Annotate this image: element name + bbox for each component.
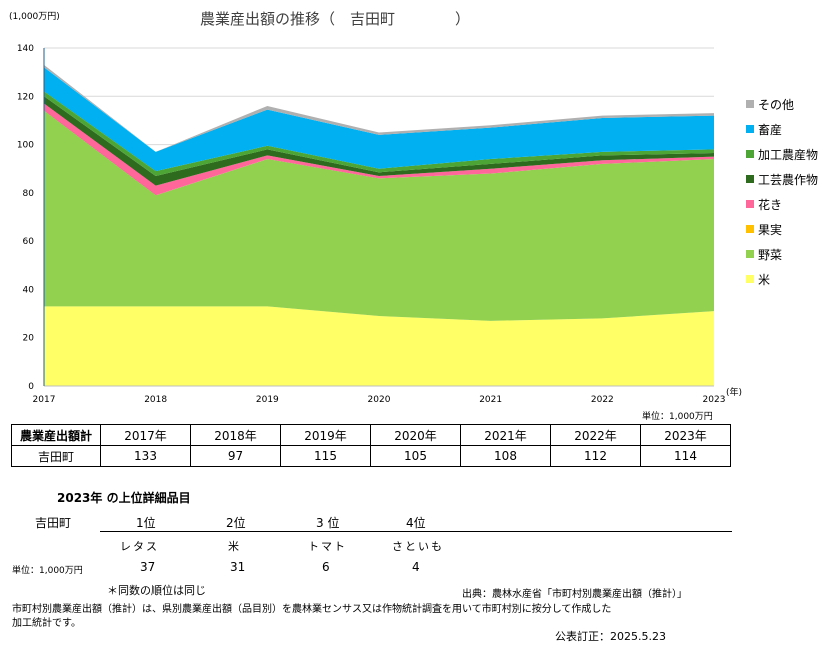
- year-header: 2018年: [190, 424, 281, 446]
- year-header: 2021年: [460, 424, 551, 446]
- description-line: 市町村別農業産出額（推計）は、県別農業産出額（品目別）を農林業センサス又は作物統…: [12, 604, 612, 615]
- legend-item: 畜産: [746, 123, 782, 137]
- year-header: 2017年: [100, 424, 191, 446]
- area-series-花き: [44, 103, 714, 196]
- same-rank-note: ＊同数の順位は同じ: [107, 584, 206, 597]
- rank-item: さといも: [392, 540, 444, 553]
- legend-item: その他: [746, 98, 794, 112]
- rank-label: 2位: [226, 516, 246, 530]
- x-tick-label: 2017: [33, 395, 56, 405]
- totals-value-row: 吉田町 133 97 115 105 108 112 114: [11, 445, 731, 467]
- totals-header-row: 農業産出額計 2017年 2018年 2019年 2020年 2021年 202…: [11, 424, 731, 446]
- y-tick-label: 60: [23, 237, 35, 247]
- legend-item: 果実: [746, 223, 782, 237]
- rank-label: 3 位: [316, 516, 340, 530]
- area-series-畜産: [44, 67, 714, 172]
- legend-label: 米: [758, 273, 771, 287]
- legend-swatch: [746, 150, 754, 158]
- ranking-divider: [100, 531, 732, 532]
- ranking-town: 吉田町: [35, 516, 72, 530]
- total-value: 112: [550, 445, 641, 467]
- legend-item: 花き: [746, 198, 782, 212]
- stacked-area-chart: 0 20 40 60 80 100 120 140 2017 2018 2019 2020 2021 20…: [9, 10, 742, 405]
- revision-note: 公表訂正：2025.5.23: [555, 630, 666, 643]
- legend-item: 工芸農作物: [746, 173, 818, 187]
- rank-label: 1位: [136, 516, 156, 530]
- axes: 0 20 40 60 80 100 120 140 2017 2018 2019 2020 2021 20…: [17, 44, 726, 405]
- year-header: 2023年: [640, 424, 731, 446]
- source-note: 出典：農林水産省「市町村別農業産出額（推計）」: [462, 589, 687, 600]
- area-series-工芸農作物: [44, 96, 714, 186]
- y-tick-label: 80: [23, 189, 35, 199]
- legend-label: 加工農産物: [758, 148, 819, 162]
- x-tick-label: 2018: [144, 395, 167, 405]
- total-value: 108: [460, 445, 551, 467]
- x-tick-label: 2019: [256, 395, 279, 405]
- area-series: [44, 64, 714, 386]
- y-tick-label: 0: [28, 382, 34, 392]
- totals-row-label: 吉田町: [11, 445, 101, 467]
- x-tick-label: 2023: [703, 395, 726, 405]
- x-tick-label: 2022: [591, 395, 614, 405]
- legend-item: 加工農産物: [746, 148, 818, 162]
- ranking-unit: 単位：1,000万円: [12, 566, 83, 576]
- x-tick-label: 2020: [368, 395, 391, 405]
- totals-table: 農業産出額計 2017年 2018年 2019年 2020年 2021年 202…: [11, 424, 731, 467]
- totals-unit-note: 単位：1,000万円: [642, 412, 713, 422]
- area-series-野菜: [44, 110, 714, 321]
- year-header: 2022年: [550, 424, 641, 446]
- rank-item: トマト: [308, 540, 347, 553]
- legend-label: 花き: [758, 198, 783, 212]
- year-header: 2019年: [280, 424, 371, 446]
- y-tick-label: 140: [17, 44, 34, 54]
- legend-label: 野菜: [758, 248, 783, 262]
- y-tick-label: 100: [17, 141, 34, 151]
- x-axis-unit: (年): [726, 386, 742, 398]
- legend-item: 野菜: [746, 248, 782, 262]
- x-tick-label: 2021: [479, 395, 502, 405]
- legend-label: 工芸農作物: [758, 173, 819, 187]
- rank-item: 米: [228, 540, 239, 553]
- rank-value: 31: [230, 560, 246, 574]
- legend-swatch: [746, 175, 754, 183]
- rank-value: 37: [140, 560, 156, 574]
- rank-value: 4: [412, 560, 420, 574]
- legend-item: 米: [746, 273, 770, 287]
- legend-label: 果実: [758, 223, 783, 237]
- y-tick-label: 20: [23, 334, 35, 344]
- total-value: 133: [100, 445, 191, 467]
- total-value: 114: [640, 445, 731, 467]
- rank-value: 6: [322, 560, 330, 574]
- legend-swatch: [746, 100, 754, 108]
- legend-swatch: [746, 275, 754, 283]
- year-header: 2020年: [370, 424, 461, 446]
- rank-item: レタス: [120, 540, 159, 553]
- area-series-その他: [44, 64, 714, 152]
- rank-label: 4位: [406, 516, 426, 530]
- y-tick-label: 120: [17, 92, 34, 102]
- ranking-title: 2023年 の上位詳細品目: [57, 491, 191, 505]
- total-value: 115: [280, 445, 371, 467]
- chart-title: 農業産出額の推移（ 吉田町 ）: [200, 10, 470, 28]
- legend-swatch: [746, 225, 754, 233]
- totals-header-label: 農業産出額計: [11, 424, 101, 446]
- legend-label: その他: [758, 98, 795, 112]
- area-series-米: [44, 306, 714, 386]
- y-tick-label: 40: [23, 285, 35, 295]
- total-value: 97: [190, 445, 281, 467]
- description-line: 加工統計です。: [12, 618, 81, 629]
- legend-swatch: [746, 200, 754, 208]
- legend-label: 畜産: [758, 123, 783, 137]
- legend-swatch: [746, 250, 754, 258]
- y-axis-unit: (1,000万円): [9, 11, 60, 22]
- legend-swatch: [746, 125, 754, 133]
- total-value: 105: [370, 445, 461, 467]
